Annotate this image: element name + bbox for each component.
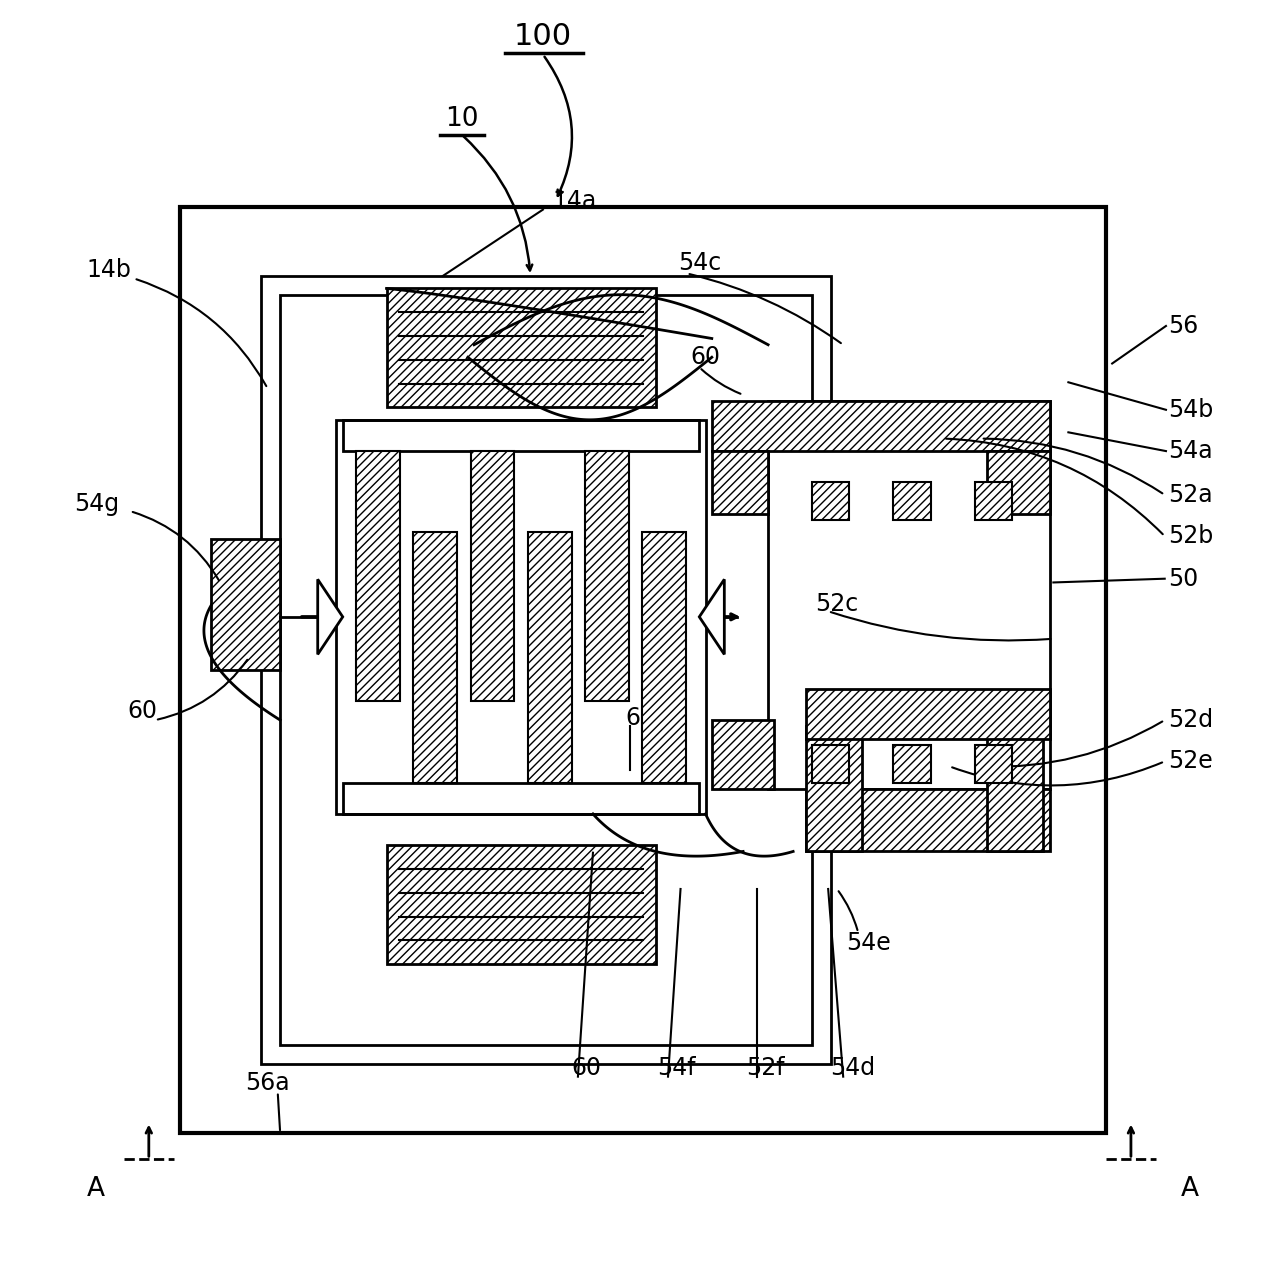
Bar — [988, 452, 1049, 514]
Bar — [387, 288, 656, 407]
Bar — [811, 482, 850, 520]
Bar — [811, 745, 850, 783]
Text: 52b: 52b — [1169, 524, 1214, 548]
Text: 52d: 52d — [1169, 708, 1214, 732]
Bar — [642, 533, 685, 783]
Text: 54f: 54f — [657, 1056, 696, 1080]
Bar — [180, 207, 1106, 1133]
Bar — [988, 732, 1043, 851]
Text: 56: 56 — [1169, 314, 1199, 338]
Bar — [805, 689, 1049, 739]
Text: A: A — [1181, 1176, 1199, 1202]
Bar — [337, 420, 706, 813]
Bar — [585, 452, 629, 701]
Text: 10: 10 — [445, 106, 478, 132]
Text: 52c: 52c — [815, 592, 859, 616]
Bar — [712, 401, 1049, 452]
Bar — [356, 452, 400, 701]
Bar — [894, 482, 931, 520]
Bar — [894, 745, 931, 783]
Bar — [712, 720, 774, 789]
Bar — [413, 533, 457, 783]
Text: A: A — [87, 1176, 105, 1202]
Text: 54b: 54b — [1169, 397, 1214, 421]
Bar — [471, 452, 514, 701]
Bar — [712, 452, 768, 514]
Text: 56a: 56a — [246, 1071, 289, 1095]
Text: 60: 60 — [127, 700, 158, 724]
Text: 60: 60 — [625, 706, 656, 730]
Polygon shape — [700, 579, 724, 654]
Polygon shape — [318, 579, 343, 654]
Text: 50: 50 — [1169, 567, 1199, 591]
Bar — [768, 401, 1049, 789]
Bar — [280, 295, 811, 1045]
Bar — [975, 482, 1012, 520]
Text: 54e: 54e — [846, 931, 891, 955]
Text: 52a: 52a — [1169, 483, 1213, 507]
Text: 54a: 54a — [1169, 439, 1213, 463]
Bar — [387, 845, 656, 964]
Text: 54d: 54d — [831, 1056, 876, 1080]
Bar — [343, 420, 700, 452]
Text: 52e: 52e — [1169, 749, 1213, 773]
Text: 52f: 52f — [746, 1056, 784, 1080]
Text: 100: 100 — [514, 22, 572, 51]
Bar — [343, 783, 700, 813]
Text: 54g: 54g — [73, 492, 118, 516]
Text: 14b: 14b — [86, 258, 131, 282]
Text: 14a: 14a — [552, 188, 597, 213]
Bar — [975, 745, 1012, 783]
Text: 54c: 54c — [678, 252, 721, 276]
Bar — [805, 726, 862, 851]
Bar — [527, 533, 571, 783]
Text: 60: 60 — [691, 345, 720, 369]
Bar — [805, 789, 1049, 851]
Bar — [261, 276, 831, 1064]
Bar — [211, 539, 280, 670]
Text: 60: 60 — [572, 1056, 602, 1080]
